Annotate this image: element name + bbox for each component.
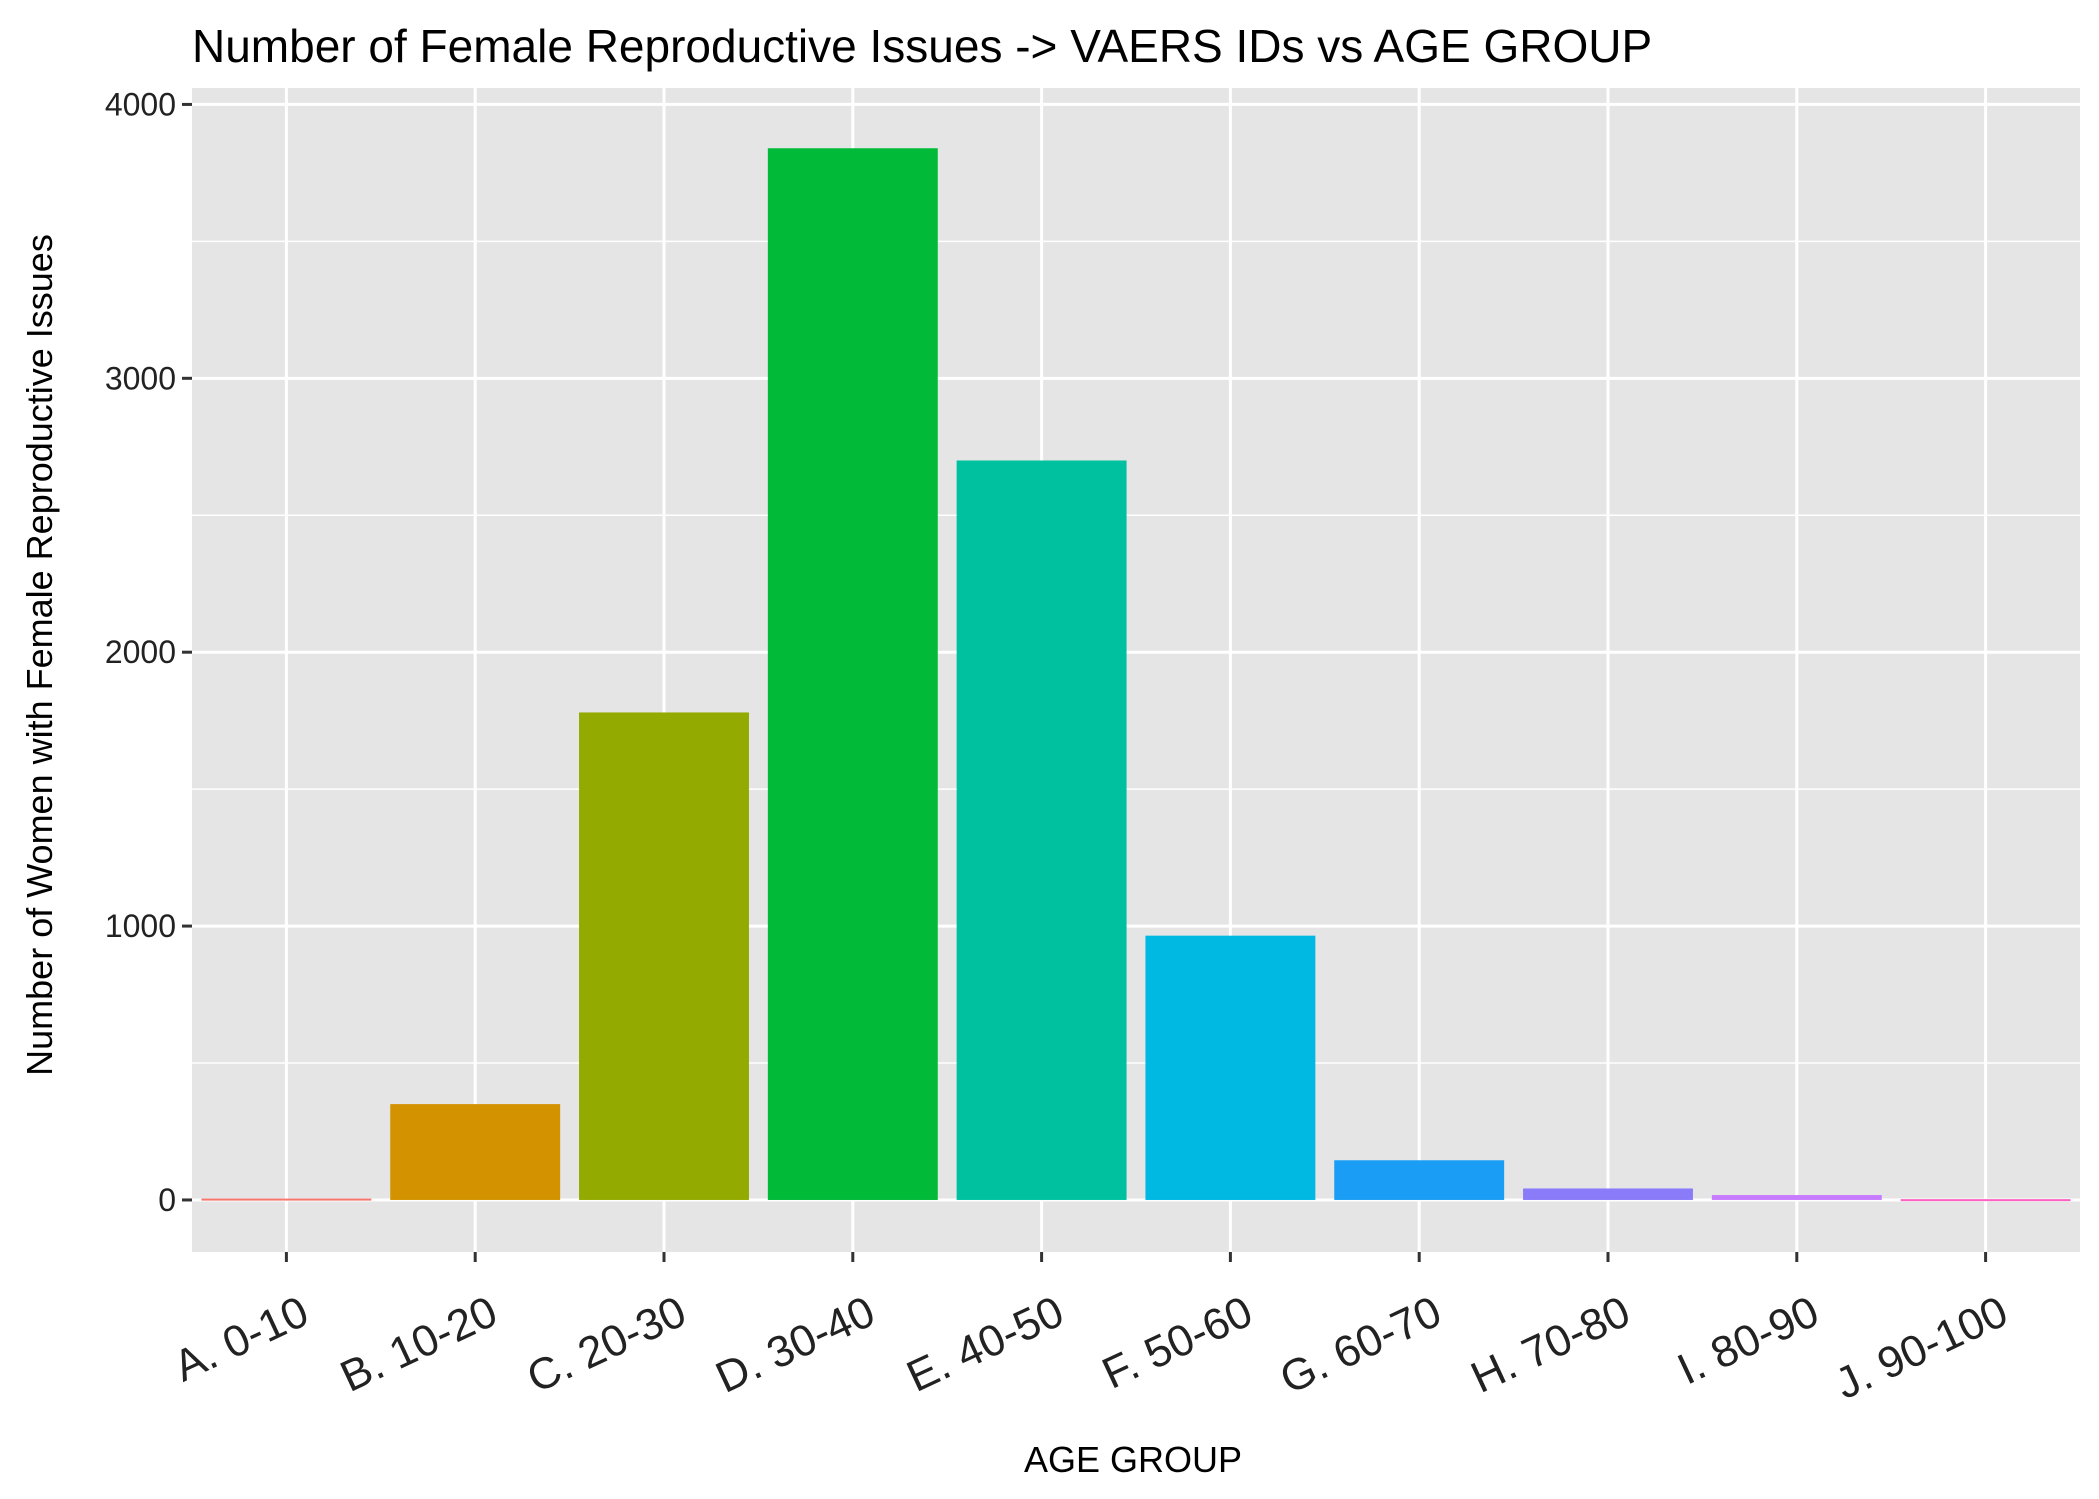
x-tick-label: C. 20-30: [520, 1287, 694, 1403]
minor-gridlines: [192, 240, 2080, 1064]
x-tick-label: E. 40-50: [900, 1287, 1071, 1402]
y-axis-title: Number of Women with Female Reproductive…: [19, 234, 60, 1076]
plot-panel: [192, 88, 2080, 1252]
y-tick-label: 3000: [105, 360, 176, 396]
bar-3: [579, 712, 749, 1200]
y-tick-label: 2000: [105, 634, 176, 670]
x-tick-label: A. 0-10: [167, 1287, 316, 1391]
bar-7: [1334, 1160, 1505, 1200]
x-tick-label: D. 30-40: [709, 1287, 883, 1403]
bars: [201, 148, 2071, 1202]
bar-6: [1145, 935, 1316, 1200]
x-tick-label: H. 70-80: [1464, 1287, 1638, 1403]
bar-10: [1900, 1199, 2071, 1202]
x-tick-label: G. 60-70: [1273, 1287, 1449, 1404]
bar-2: [390, 1104, 561, 1200]
y-tick-label: 4000: [105, 86, 176, 122]
x-tick-label: I. 80-90: [1670, 1287, 1826, 1394]
bar-9: [1711, 1195, 1882, 1200]
bar-1: [201, 1198, 372, 1201]
x-tick-label: F. 50-60: [1095, 1287, 1260, 1399]
bar-4: [767, 148, 938, 1200]
bar-8: [1523, 1188, 1693, 1200]
chart-title: Number of Female Reproductive Issues -> …: [192, 20, 1652, 72]
y-tick-label: 1000: [105, 908, 176, 944]
x-axis-title: AGE GROUP: [1024, 1439, 1242, 1480]
x-axis: A. 0-10 B. 10-20 C. 20-30 D. 30-40 E. 40-50 F…: [167, 1252, 2015, 1409]
x-tick-label: B. 10-20: [333, 1287, 504, 1402]
bar-5: [956, 460, 1127, 1200]
x-tick-label: J. 90-100: [1828, 1287, 2015, 1409]
y-axis: 0 1000 2000 3000 4000: [105, 86, 192, 1218]
y-tick-label: 0: [158, 1182, 176, 1218]
